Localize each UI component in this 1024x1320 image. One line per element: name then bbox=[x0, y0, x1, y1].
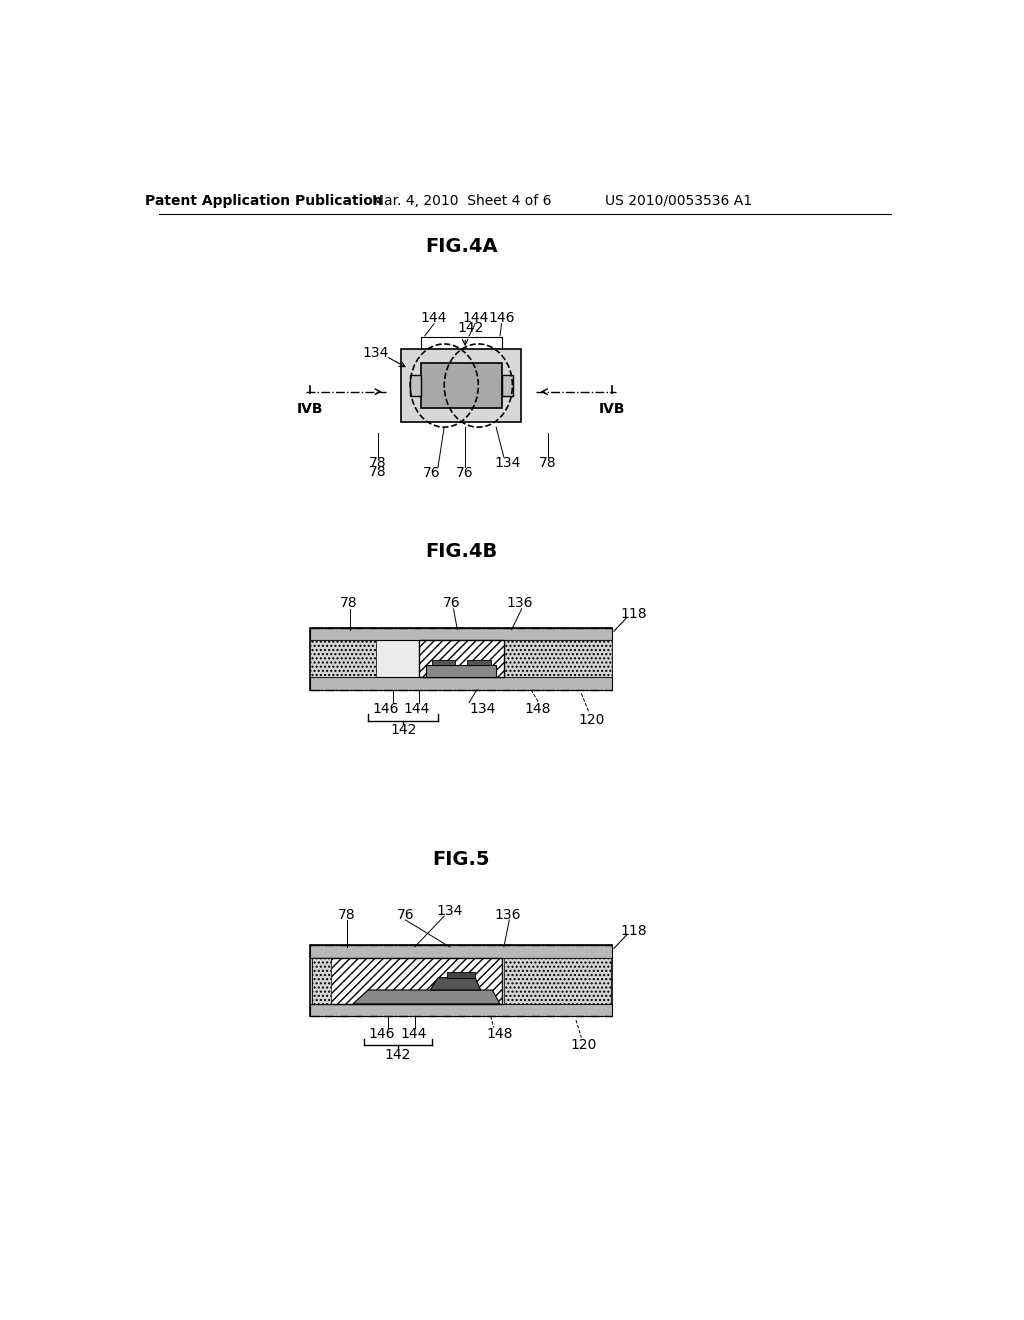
Text: US 2010/0053536 A1: US 2010/0053536 A1 bbox=[605, 194, 752, 207]
Text: 134: 134 bbox=[362, 346, 389, 360]
Bar bbox=[310, 945, 612, 1016]
Text: 78: 78 bbox=[540, 455, 557, 470]
Text: 118: 118 bbox=[621, 607, 647, 622]
Text: 146: 146 bbox=[369, 1027, 394, 1041]
Bar bbox=[467, 660, 490, 665]
Text: 136: 136 bbox=[495, 908, 521, 921]
Text: FIG.4A: FIG.4A bbox=[425, 238, 498, 256]
Text: 146: 146 bbox=[373, 702, 399, 715]
Polygon shape bbox=[430, 978, 480, 990]
Bar bbox=[504, 640, 612, 677]
Text: 148: 148 bbox=[486, 1027, 513, 1041]
Text: 134: 134 bbox=[436, 904, 463, 917]
Text: 136: 136 bbox=[506, 597, 532, 610]
Bar bbox=[447, 972, 475, 978]
Text: 78: 78 bbox=[340, 597, 357, 610]
Bar bbox=[310, 628, 612, 640]
Text: 76: 76 bbox=[443, 597, 461, 610]
Bar bbox=[310, 640, 376, 677]
Text: 142: 142 bbox=[458, 321, 483, 335]
Text: 118: 118 bbox=[621, 924, 647, 939]
Bar bbox=[502, 375, 513, 396]
Text: 120: 120 bbox=[579, 714, 604, 727]
Text: 78: 78 bbox=[338, 908, 355, 921]
Text: 76: 76 bbox=[423, 466, 440, 479]
Bar bbox=[426, 665, 496, 677]
Text: 76: 76 bbox=[457, 466, 474, 479]
Bar bbox=[421, 363, 502, 408]
Text: 144: 144 bbox=[421, 312, 447, 325]
Text: 144: 144 bbox=[462, 312, 488, 325]
Text: IVB: IVB bbox=[599, 401, 626, 416]
Text: 78: 78 bbox=[369, 455, 386, 470]
Text: 134: 134 bbox=[495, 455, 521, 470]
Text: 144: 144 bbox=[403, 702, 429, 715]
Bar bbox=[504, 958, 611, 1003]
Text: 134: 134 bbox=[470, 702, 497, 715]
Bar bbox=[432, 660, 455, 665]
Polygon shape bbox=[352, 990, 500, 1003]
Bar bbox=[310, 1003, 612, 1016]
Text: 78: 78 bbox=[369, 465, 386, 479]
Text: 144: 144 bbox=[400, 1027, 426, 1041]
Text: 146: 146 bbox=[488, 312, 515, 325]
Text: 142: 142 bbox=[390, 723, 417, 737]
Bar bbox=[310, 945, 612, 958]
Text: Mar. 4, 2010  Sheet 4 of 6: Mar. 4, 2010 Sheet 4 of 6 bbox=[372, 194, 551, 207]
Text: 142: 142 bbox=[385, 1048, 412, 1061]
Bar bbox=[401, 348, 521, 422]
Bar bbox=[410, 375, 421, 396]
Bar bbox=[311, 958, 331, 1003]
Text: 148: 148 bbox=[524, 702, 551, 715]
Text: FIG.4B: FIG.4B bbox=[425, 541, 498, 561]
Text: Patent Application Publication: Patent Application Publication bbox=[144, 194, 383, 207]
Text: IVB: IVB bbox=[297, 401, 324, 416]
Text: 76: 76 bbox=[396, 908, 415, 921]
Bar bbox=[419, 640, 504, 677]
Text: FIG.5: FIG.5 bbox=[432, 850, 490, 869]
Bar bbox=[310, 628, 612, 689]
Bar bbox=[311, 958, 502, 1003]
Text: 120: 120 bbox=[570, 1039, 597, 1052]
Bar bbox=[310, 677, 612, 689]
